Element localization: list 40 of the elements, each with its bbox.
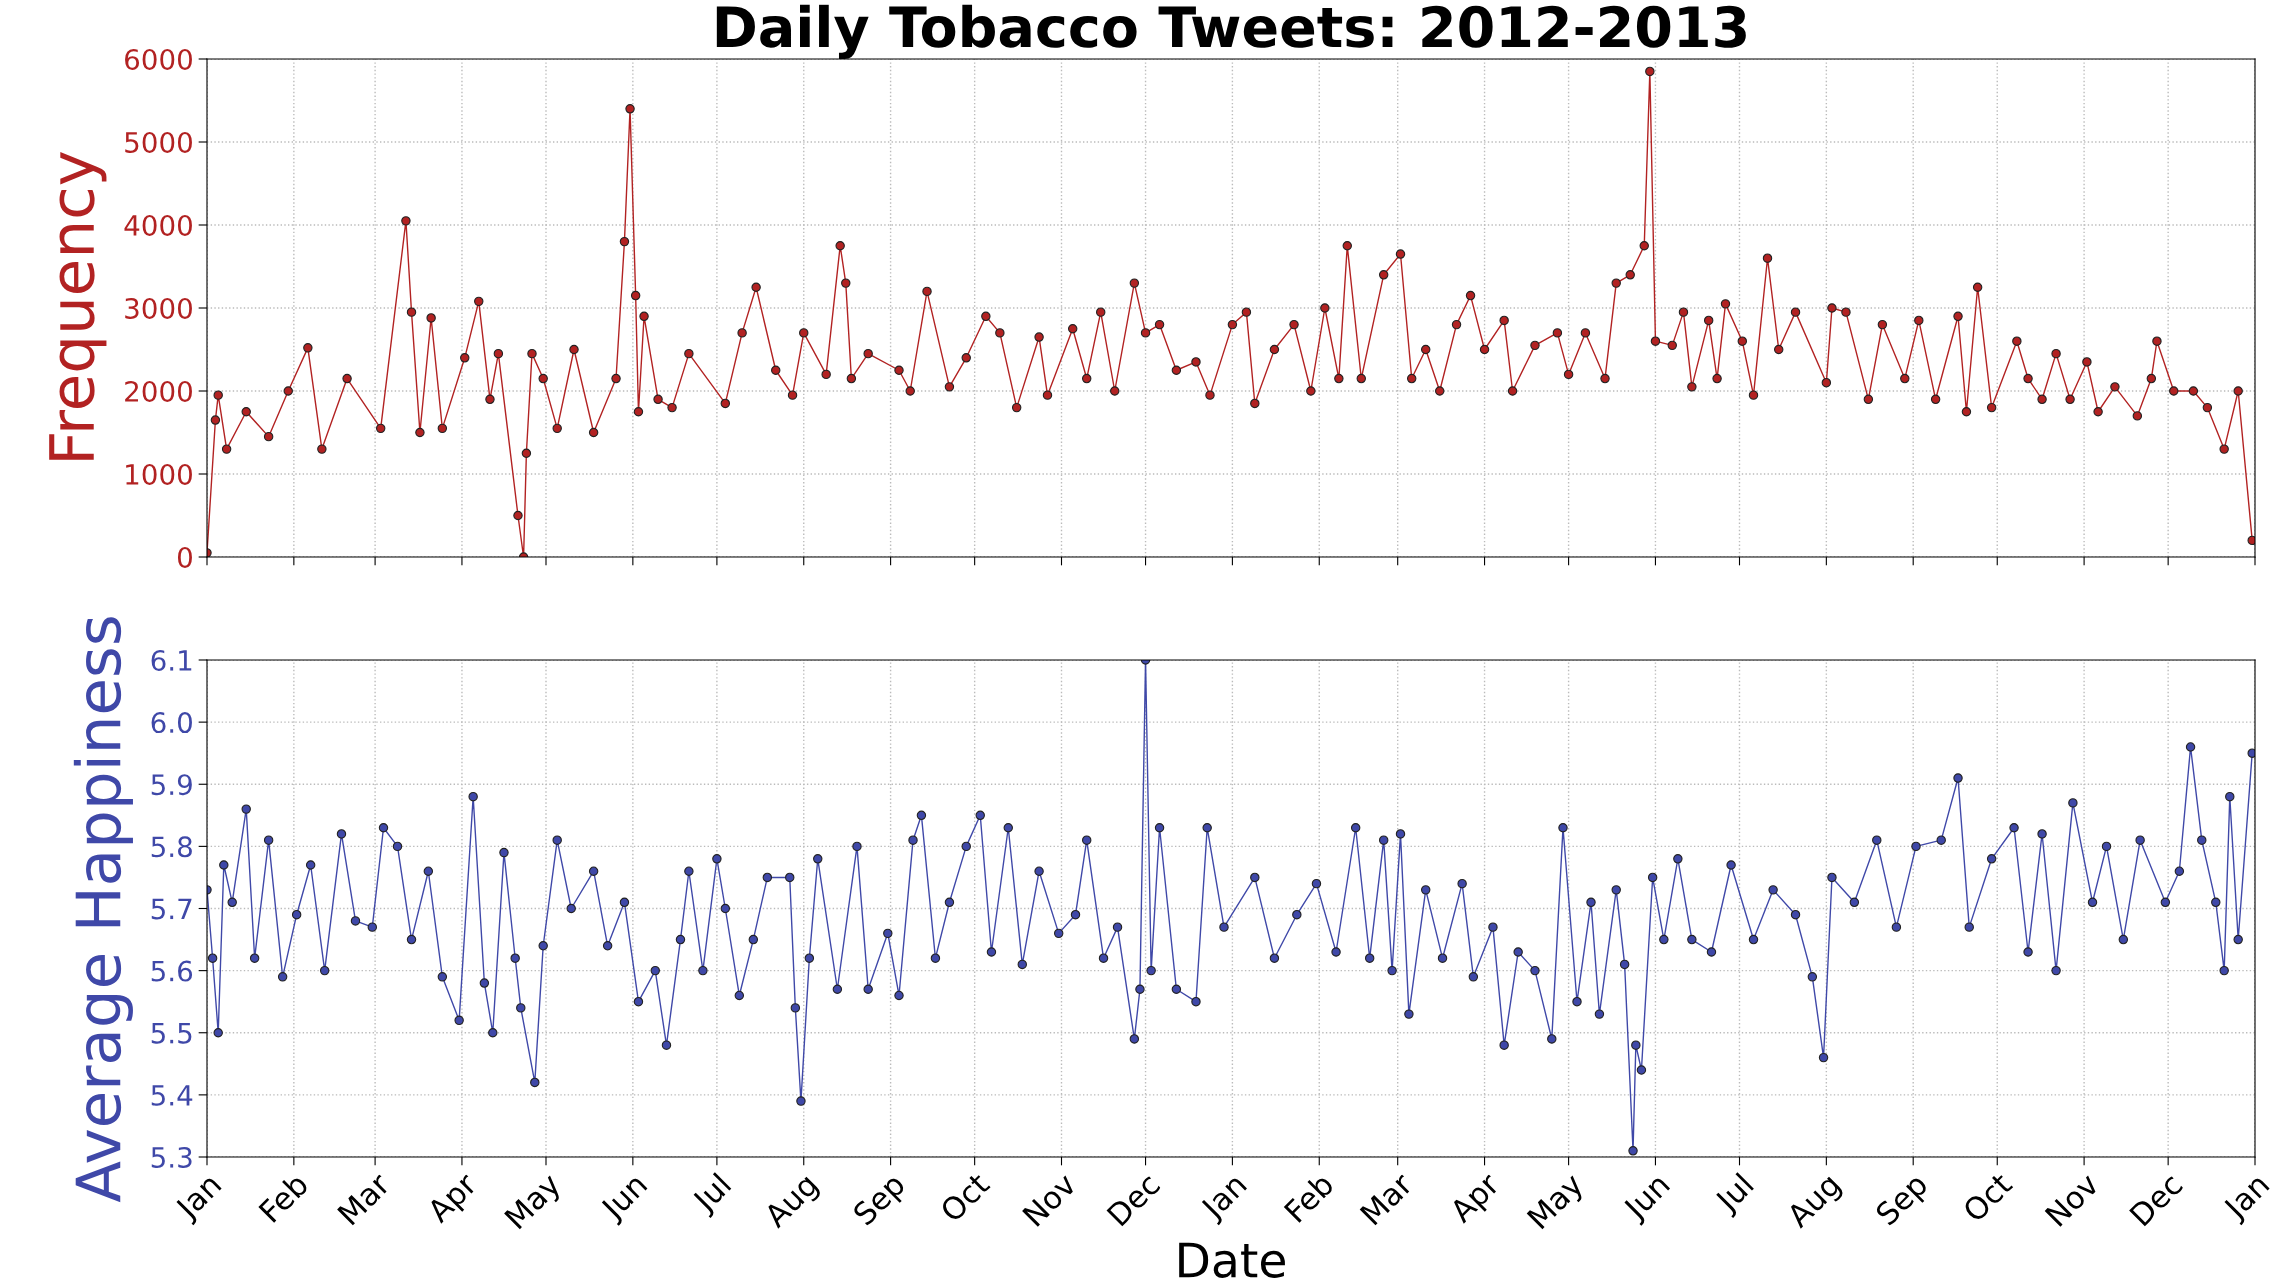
y-tick-label: 6000 (125, 48, 192, 70)
y-tick-label: 3000 (125, 297, 192, 319)
x-tick-label: Dec (2129, 1172, 2184, 1227)
y-tick-label: 6.0 (151, 712, 192, 734)
y-tick-label: 5.4 (151, 1085, 193, 1106)
x-tick-label: Mar (1359, 1170, 1415, 1226)
y-tick-label: 2000 (125, 380, 192, 402)
y-tick-label: 5.3 (151, 1146, 192, 1168)
y-tick-label: 4000 (124, 214, 192, 236)
x-tick-label: Sep (1874, 1171, 1933, 1231)
x-tick-label: Apr (1448, 1170, 1506, 1229)
x-tick-label: Mar (337, 1170, 392, 1226)
x-tick-label: Apr (425, 1170, 483, 1229)
x-tick-label: Oct (1961, 1171, 2014, 1224)
y-axis-title: Frequency (49, 151, 107, 460)
y-tick-label: 5.9 (151, 774, 192, 796)
x-tick-label: Jan (2221, 1172, 2274, 1226)
x-tick-label: Oct (938, 1171, 991, 1224)
y-tick-label: 0 (177, 546, 192, 568)
x-tick-label: Dec (1106, 1172, 1161, 1227)
y-tick-label: 6.1 (151, 649, 192, 671)
y-tick-label: 5.8 (151, 836, 192, 858)
x-axis-title: Date (1179, 1242, 1285, 1278)
x-tick-label: Feb (1283, 1171, 1335, 1224)
x-tick-label: Feb (257, 1171, 310, 1224)
x-tick-label: Jul (1712, 1172, 1759, 1219)
y-tick-label: 5.6 (151, 960, 193, 982)
y-axis-title: Average Happiness (73, 617, 133, 1203)
y-tick-label: 5.5 (151, 1023, 192, 1044)
x-tick-label: Sep (851, 1171, 911, 1231)
x-tick-label: Jan (173, 1172, 226, 1226)
chart-title: Daily Tobacco Tweets: 2012-2013 (716, 4, 1746, 59)
x-tick-label: Jan (1198, 1172, 1252, 1226)
y-tick-label: 5000 (125, 131, 192, 153)
x-tick-label: Jun (1621, 1172, 1675, 1226)
y-tick-label: 1000 (126, 463, 192, 485)
y-tick-label: 5.7 (151, 898, 192, 920)
x-tick-label: Nov (2044, 1171, 2101, 1227)
x-tick-label: Jul (689, 1172, 736, 1219)
x-tick-label: Jun (598, 1172, 652, 1226)
